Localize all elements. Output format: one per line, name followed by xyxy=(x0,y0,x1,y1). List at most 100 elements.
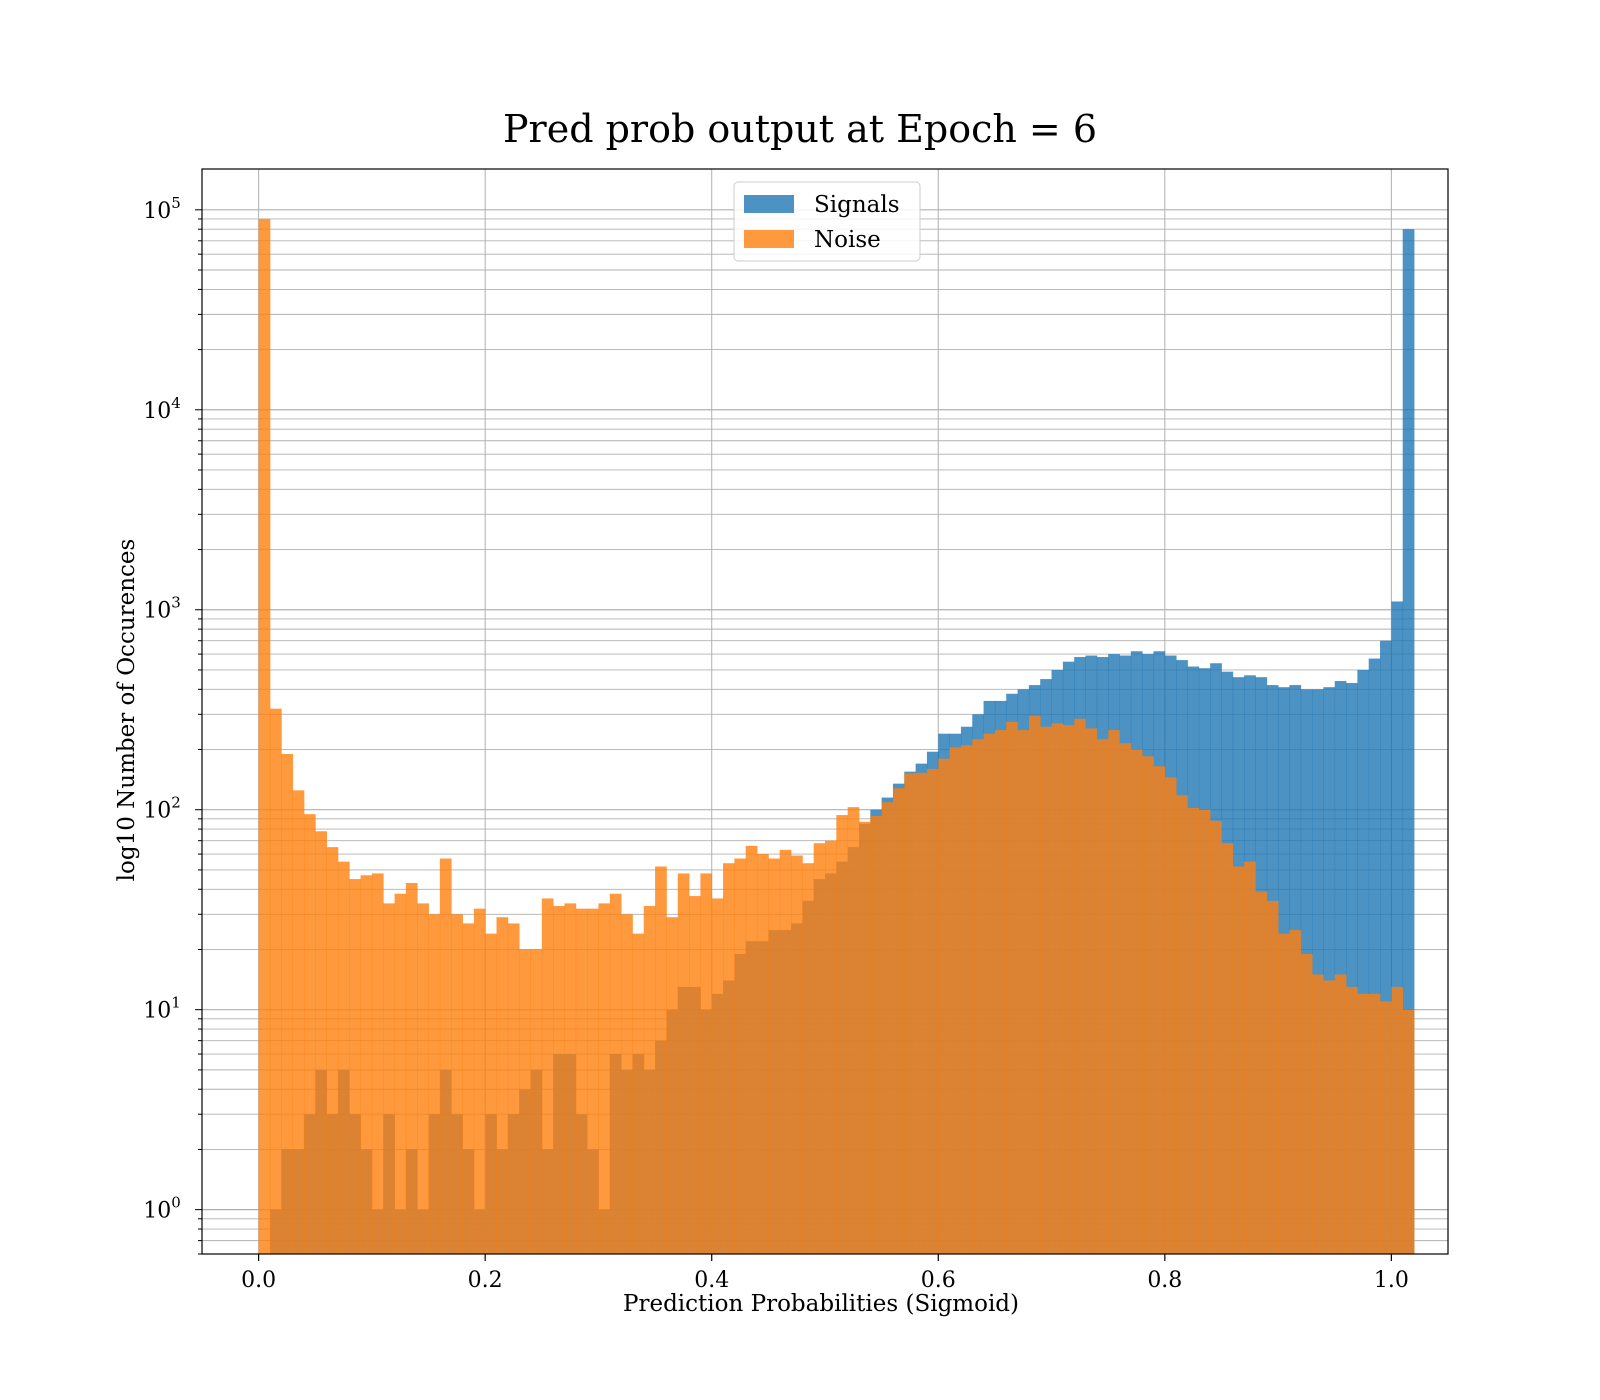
x-tick-label: 0.8 xyxy=(1147,1268,1182,1293)
histogram-bar xyxy=(1074,718,1086,1254)
histogram-bar xyxy=(530,949,543,1254)
y-tick-label: 101 xyxy=(143,994,181,1024)
legend-label: Noise xyxy=(814,227,881,253)
legend-swatch xyxy=(744,195,794,213)
histogram-bar xyxy=(1323,687,1336,1254)
histogram-bar xyxy=(1142,756,1154,1254)
histogram-bar xyxy=(462,923,475,1254)
histogram-bar xyxy=(485,933,497,1254)
histogram-bar xyxy=(587,908,599,1254)
histogram-bar xyxy=(451,914,463,1254)
histogram-bar xyxy=(1368,993,1381,1254)
histogram-bar xyxy=(700,873,713,1254)
histogram-bar xyxy=(1402,1009,1415,1254)
histogram-bar xyxy=(949,747,962,1254)
x-tick-label: 1.0 xyxy=(1374,1268,1409,1293)
histogram-bar xyxy=(1312,689,1324,1254)
x-tick-label: 0.0 xyxy=(241,1268,276,1293)
histogram-bar xyxy=(960,745,973,1254)
y-tick-label: 103 xyxy=(143,594,181,624)
legend-label: Signals xyxy=(814,192,900,218)
histogram-bar xyxy=(1130,749,1143,1254)
histogram-bar xyxy=(994,730,1007,1254)
histogram-bar xyxy=(1312,974,1324,1254)
histogram-bar xyxy=(541,898,554,1254)
histogram-bar xyxy=(337,861,350,1254)
legend-swatch xyxy=(744,230,794,248)
histogram-bar xyxy=(677,873,690,1254)
histogram-bar xyxy=(1380,640,1392,1254)
histogram-bar xyxy=(417,903,429,1254)
histogram-bar xyxy=(1051,723,1064,1254)
histogram-bar xyxy=(858,821,871,1254)
histogram-bar xyxy=(315,831,327,1254)
histogram-bar xyxy=(1187,807,1200,1254)
histogram-bar xyxy=(1380,1001,1392,1254)
x-tick-label: 0.2 xyxy=(468,1268,503,1293)
histogram-bar xyxy=(1028,715,1041,1254)
histogram-bar xyxy=(915,772,928,1254)
histogram-bar xyxy=(1278,933,1290,1254)
histogram-bar xyxy=(281,753,294,1254)
histogram-bar xyxy=(972,739,984,1254)
x-tick-label: 0.4 xyxy=(694,1268,729,1293)
histogram-bar xyxy=(1346,683,1358,1254)
histogram-bar xyxy=(598,903,611,1254)
histogram-bar xyxy=(983,733,996,1254)
histogram-bar xyxy=(1334,974,1347,1254)
bars xyxy=(258,218,1415,1255)
histogram-bar xyxy=(1119,743,1132,1254)
histogram-bar xyxy=(1062,725,1075,1254)
histogram-bar xyxy=(326,847,339,1254)
histogram-bar xyxy=(1334,681,1347,1254)
y-tick-label: 104 xyxy=(143,394,181,424)
histogram-bar xyxy=(292,790,305,1254)
histogram-bar xyxy=(269,708,282,1254)
histogram-bar xyxy=(1108,730,1120,1254)
histogram-bar xyxy=(1085,728,1098,1254)
histogram-bar xyxy=(779,849,792,1254)
histogram-bar xyxy=(813,843,826,1254)
histogram-bar xyxy=(1096,739,1109,1254)
histogram-bar xyxy=(938,758,950,1254)
x-ticks: 0.0 0.2 0.4 0.6 0.8 1.0 xyxy=(241,1254,1409,1293)
histogram-bar xyxy=(666,917,679,1254)
histogram-bar xyxy=(1266,900,1279,1254)
histogram-bar xyxy=(689,896,701,1254)
histogram-bar xyxy=(734,858,747,1254)
histogram-bar xyxy=(1040,726,1052,1254)
histogram-bar xyxy=(1153,766,1166,1254)
y-tick-label: 105 xyxy=(143,194,181,224)
histogram-bar xyxy=(1232,866,1245,1254)
histogram-bar xyxy=(881,802,894,1254)
histogram-bar xyxy=(621,914,633,1254)
histogram-bar xyxy=(609,893,622,1254)
histogram-bar xyxy=(1198,809,1211,1254)
x-tick-label: 0.6 xyxy=(921,1268,956,1293)
histogram-bar xyxy=(473,908,486,1254)
y-axis-label: log10 Number of Occurences xyxy=(114,539,140,882)
histogram-bar xyxy=(349,879,361,1254)
histogram-bar xyxy=(575,908,588,1254)
x-axis-label: Prediction Probabilities (Sigmoid) xyxy=(623,1291,1019,1317)
histogram-bar xyxy=(892,788,905,1254)
histogram-bar xyxy=(791,855,803,1254)
histogram-bar xyxy=(1017,730,1030,1254)
histogram-bar xyxy=(1244,861,1256,1254)
histogram-bar xyxy=(836,815,849,1254)
histogram-bar xyxy=(1402,229,1415,1254)
y-tick-label: 102 xyxy=(143,794,181,824)
histogram-bar xyxy=(394,893,407,1254)
histogram-bar xyxy=(496,917,509,1254)
histogram-bar xyxy=(655,866,667,1254)
histogram-bar xyxy=(1346,986,1358,1254)
histogram-bar xyxy=(1210,820,1222,1254)
histogram-bar xyxy=(405,883,418,1254)
histogram-bar xyxy=(439,858,452,1254)
legend: Signals Noise xyxy=(733,181,921,262)
y-tick-label: 100 xyxy=(143,1194,181,1224)
histogram-bar xyxy=(757,854,769,1254)
histogram-bar xyxy=(428,914,441,1254)
axes-frame xyxy=(201,168,1449,1255)
